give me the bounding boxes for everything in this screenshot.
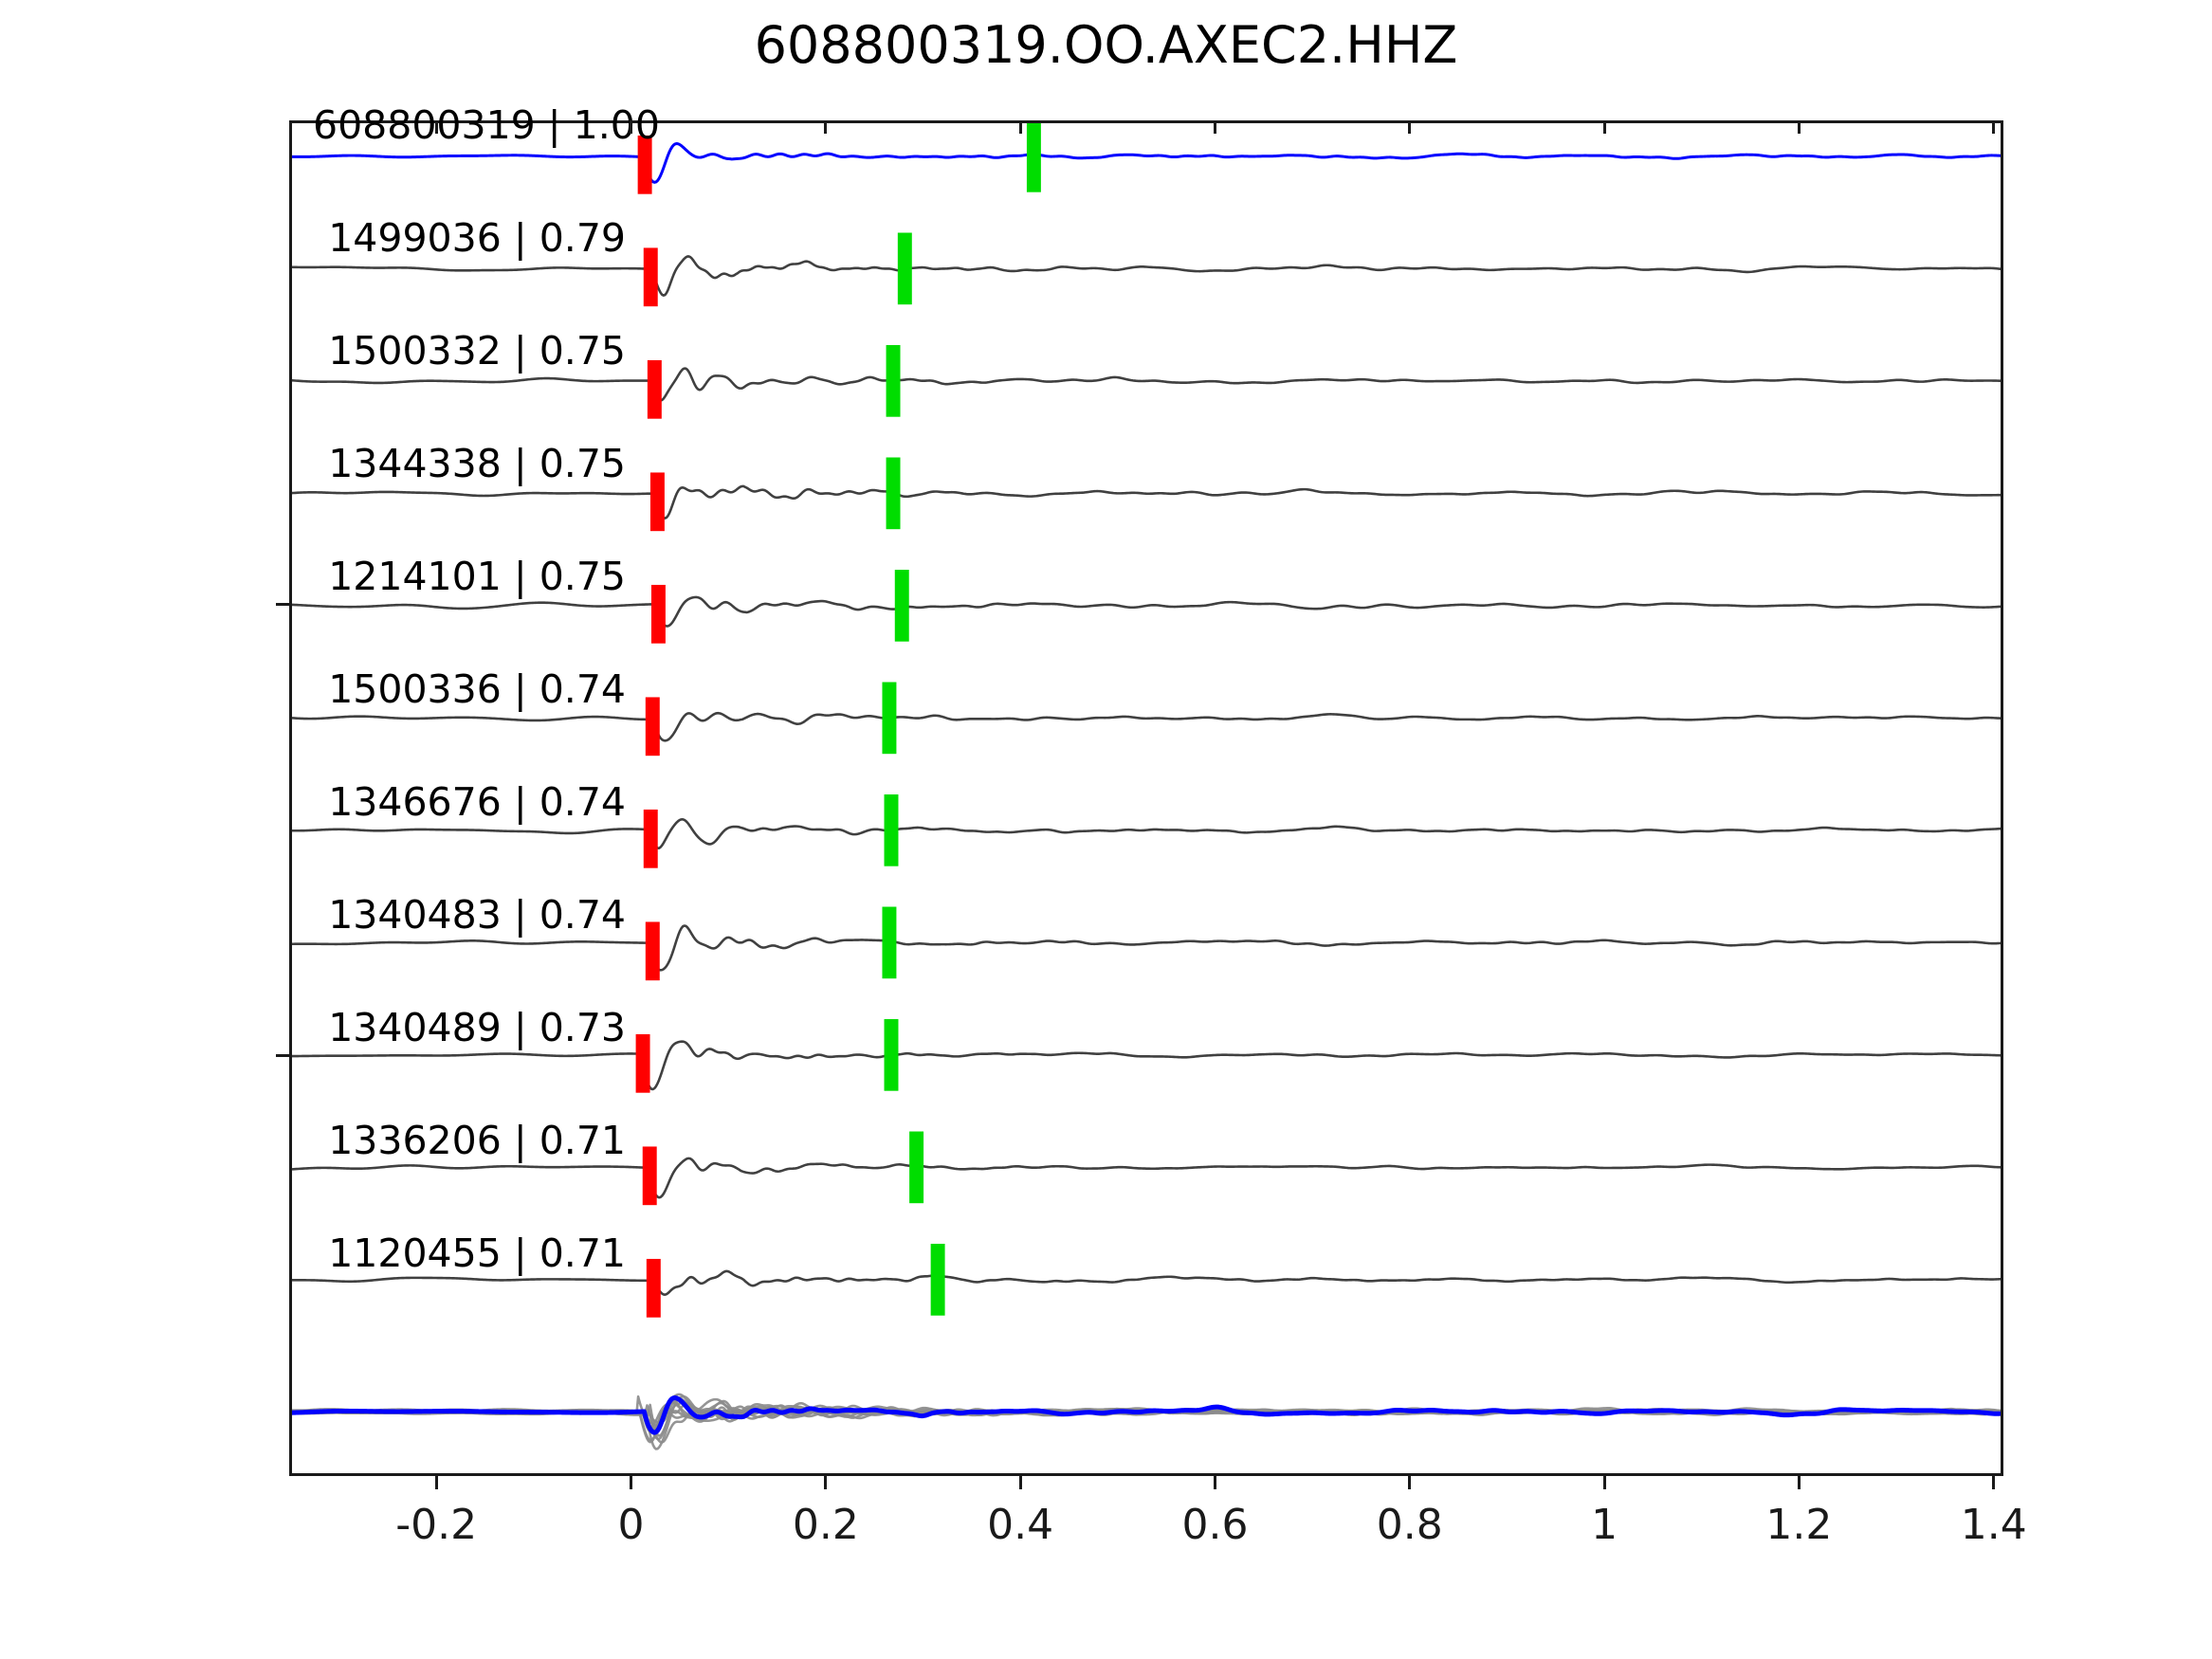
trace-group [292,345,2001,419]
trace-label: 608800319 | 1.00 [313,102,660,148]
waveform-trace [292,1157,2001,1199]
waveform-canvas [292,123,2001,1450]
p-pick-marker [647,359,662,419]
x-tick-mark-inner [1992,120,1996,134]
s-pick-marker [909,1131,924,1204]
trace-group [292,906,2001,981]
trace-label: 1120455 | 0.71 [328,1231,626,1276]
s-pick-marker [882,682,897,755]
waveform-trace [292,924,2001,972]
x-tick-label: 0.4 [987,1501,1054,1549]
x-tick-mark [1797,1476,1801,1489]
trace-label: 1214101 | 0.75 [328,554,626,599]
p-pick-marker [637,135,652,194]
x-tick-label: 0.2 [792,1501,859,1549]
waveform-trace [292,142,2001,184]
trace-label: 1346676 | 0.74 [328,779,626,825]
p-pick-marker [645,921,660,981]
waveform-trace [292,255,2001,297]
stack-template-overlay [292,1395,2001,1435]
x-tick-mark-inner [1018,120,1022,134]
stack-gray-trace [292,1397,2001,1441]
stack-gray-trace [292,1397,2001,1450]
x-tick-mark-inner [1408,120,1412,134]
trace-group [292,1244,2001,1318]
stack-gray-trace [292,1400,2001,1434]
x-tick-label: -0.2 [395,1501,478,1549]
trace-label: 1340489 | 0.73 [328,1005,626,1050]
x-tick-mark [630,1476,633,1489]
trace-label: 1340483 | 0.74 [328,892,626,938]
p-pick-marker [650,584,666,644]
trace-group [292,1019,2001,1093]
s-pick-marker [886,457,901,530]
x-tick-mark [1408,1476,1412,1489]
trace-group [292,123,2001,194]
trace-label: 1336206 | 0.71 [328,1118,626,1163]
waveform-trace [292,367,2001,402]
s-pick-marker [884,1019,899,1091]
p-pick-marker [643,809,658,868]
stack-panel-group [292,1393,2001,1450]
x-tick-label: 1.2 [1765,1501,1833,1549]
plot-area [289,120,2003,1476]
x-tick-mark [1213,1476,1216,1489]
waveform-trace [292,818,2001,850]
stack-gray-trace [292,1395,2001,1444]
trace-group [292,457,2001,532]
y-tick-mark [276,603,289,606]
x-tick-mark [1018,1476,1022,1489]
s-pick-marker [886,345,901,417]
x-tick-mark-inner [434,120,438,134]
s-pick-marker [884,794,899,866]
x-tick-mark-inner [824,120,828,134]
x-tick-mark-inner [1797,120,1801,134]
s-pick-marker [930,1244,945,1316]
waveform-trace [292,1040,2001,1091]
stack-gray-trace [292,1393,2001,1442]
p-pick-marker [649,472,665,532]
p-pick-marker [643,247,658,307]
trace-label: 1499036 | 0.79 [328,215,626,261]
x-tick-mark [1992,1476,1996,1489]
s-pick-marker [882,906,897,979]
waveform-trace [292,484,2001,520]
trace-label: 1500332 | 0.75 [328,328,626,374]
x-tick-mark [434,1476,438,1489]
p-pick-marker [635,1033,650,1093]
x-tick-mark [1602,1476,1606,1489]
x-tick-label: 0 [617,1501,645,1549]
waveform-trace [292,595,2001,628]
p-pick-marker [642,1146,657,1206]
x-tick-label: 1 [1591,1501,1618,1549]
waveform-trace [292,1269,2001,1296]
x-tick-mark [824,1476,828,1489]
page-title: 608800319.OO.AXEC2.HHZ [754,15,1458,75]
s-pick-marker [894,570,909,642]
waveform-trace [292,711,2001,742]
trace-group [292,1131,2001,1206]
s-pick-marker [897,232,912,305]
trace-label: 1500336 | 0.74 [328,666,626,712]
y-tick-mark [276,1054,289,1057]
trace-group [292,570,2001,644]
x-tick-label: 1.4 [1960,1501,2027,1549]
trace-label: 1344338 | 0.75 [328,441,626,486]
p-pick-marker [645,697,660,757]
x-tick-label: 0.6 [1181,1501,1249,1549]
x-tick-mark-inner [630,120,633,134]
trace-group [292,232,2001,307]
x-tick-mark-inner [1213,120,1216,134]
x-tick-label: 0.8 [1376,1501,1443,1549]
x-tick-mark-inner [1602,120,1606,134]
s-pick-marker [1026,123,1041,192]
trace-group [292,794,2001,868]
p-pick-marker [646,1258,661,1318]
trace-group [292,682,2001,757]
